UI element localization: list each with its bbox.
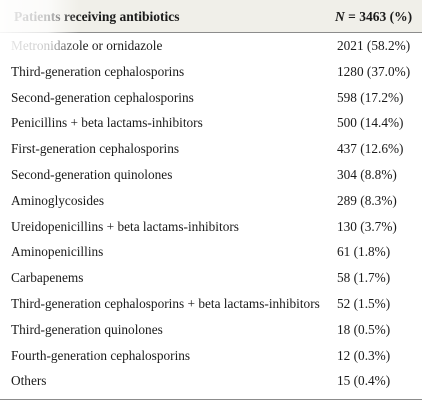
header-count-n: N [335,9,345,24]
row-antibiotic-name: Carbapenems [11,270,84,286]
table-bottom-rule [0,399,422,400]
table-row: Aminopenicillins 61 (1.8%) [0,239,422,265]
row-antibiotic-name: Penicillins + beta lactams-inhibitors [11,115,203,131]
row-count-percent: 437 (12.6%) [337,141,404,157]
header-count: N = 3463 (%) [335,9,412,25]
row-count-percent: 598 (17.2%) [337,89,404,105]
row-count-percent: 12 (0.3%) [337,347,391,363]
table-row: Carbapenems 58 (1.7%) [0,265,422,291]
row-count-percent: 58 (1.7%) [337,270,391,286]
row-count-percent: 61 (1.8%) [337,244,391,260]
header-count-total: = 3463 (%) [344,9,413,24]
row-count-percent: 1280 (37.0%) [337,63,411,79]
row-antibiotic-name: Metronidazole or ornidazole [11,38,163,53]
table-row: Others 15 (0.4%) [0,368,422,394]
table-row: Second-generation quinolones 304 (8.8%) [0,162,422,188]
table-body: Metronidazole or ornidazole 2021 (58.2%)… [0,33,422,394]
table-row: Fourth-generation cephalosporins 12 (0.3… [0,343,422,369]
row-count-percent: 130 (3.7%) [337,218,397,234]
row-count-percent: 2021 (58.2%) [337,38,411,53]
row-antibiotic-name: Third-generation cephalosporins [11,63,185,79]
row-antibiotic-name: Third-generation quinolones [11,321,163,337]
table-row: Ureidopenicillins + beta lactams-inhibit… [0,214,422,240]
table-row: Third-generation cephalosporins + beta l… [0,291,422,317]
table-row: Metronidazole or ornidazole 2021 (58.2%) [0,33,422,59]
row-antibiotic-name: Others [11,373,47,389]
header-patients-receiving-antibiotics: Patients receiving antibiotics [14,9,180,24]
table-row: Aminoglycosides 289 (8.3%) [0,188,422,214]
row-count-percent: 500 (14.4%) [337,115,404,131]
row-count-percent: 52 (1.5%) [337,295,391,311]
row-antibiotic-name: Ureidopenicillins + beta lactams-inhibit… [11,218,239,234]
row-antibiotic-name: First-generation cephalosporins [11,141,180,157]
row-count-percent: 15 (0.4%) [337,373,391,389]
table-row: Penicillins + beta lactams-inhibitors 50… [0,110,422,136]
table-row: Third-generation cephalosporins 1280 (37… [0,59,422,85]
row-antibiotic-name: Fourth-generation cephalosporins [11,347,191,363]
table-row: Third-generation quinolones 18 (0.5%) [0,317,422,343]
row-antibiotic-name: Second-generation cephalosporins [11,89,194,105]
table-row: Second-generation cephalosporins 598 (17… [0,85,422,111]
table-header-row: Patients receiving antibiotics N = 3463 … [0,0,422,33]
row-count-percent: 289 (8.3%) [337,192,397,208]
row-antibiotic-name: Aminopenicillins [11,244,104,260]
row-antibiotic-name: Third-generation cephalosporins + beta l… [11,295,320,311]
row-count-percent: 18 (0.5%) [337,321,391,337]
row-antibiotic-name: Second-generation quinolones [11,166,173,182]
row-antibiotic-name: Aminoglycosides [11,192,105,208]
row-count-percent: 304 (8.8%) [337,166,397,182]
table-row: First-generation cephalosporins 437 (12.… [0,136,422,162]
